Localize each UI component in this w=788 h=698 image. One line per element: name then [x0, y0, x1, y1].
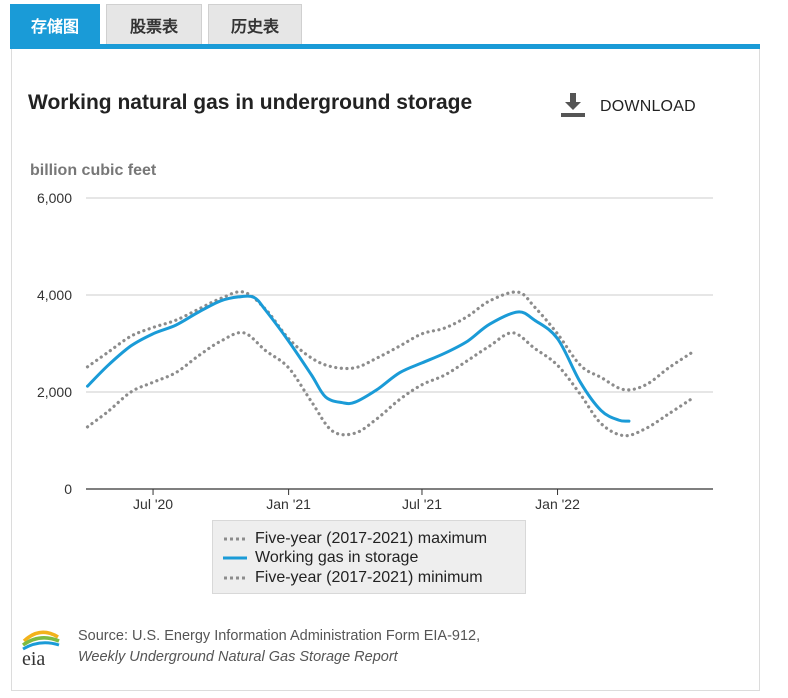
- tab-storage-chart[interactable]: 存储图: [10, 4, 100, 44]
- legend-item-working-gas[interactable]: Working gas in storage: [223, 549, 525, 569]
- tab-history-table[interactable]: 历史表: [208, 4, 302, 44]
- legend-label-working-gas: Working gas in storage: [255, 549, 419, 567]
- x-tick-label: Jan '21: [266, 496, 311, 512]
- source-note: Source: U.S. Energy Information Administ…: [78, 626, 480, 668]
- tab-underline: [10, 44, 760, 49]
- x-tick-label: Jul '21: [402, 496, 442, 512]
- download-button[interactable]: DOWNLOAD: [560, 92, 696, 122]
- x-tick-label: Jul '20: [133, 496, 173, 512]
- legend-item-maximum[interactable]: Five-year (2017-2021) maximum: [223, 529, 525, 549]
- eia-logo-icon: eia: [18, 628, 64, 670]
- eia-logo-text: eia: [22, 648, 45, 668]
- legend-swatch-working-gas: [223, 553, 247, 563]
- series-lines: [85, 290, 693, 438]
- legend-swatch-minimum: [223, 573, 247, 583]
- y-tick-label: 6,000: [37, 190, 72, 206]
- legend: Five-year (2017-2021) maximum Working ga…: [212, 520, 526, 594]
- y-tick-label: 2,000: [37, 384, 72, 400]
- legend-label-maximum: Five-year (2017-2021) maximum: [255, 529, 488, 547]
- grid-lines: [86, 197, 713, 393]
- y-axis-unit-label: billion cubic feet: [30, 162, 157, 179]
- series-working-gas-line: [86, 294, 631, 423]
- legend-label-minimum: Five-year (2017-2021) minimum: [255, 568, 483, 586]
- series-minimum-line: [85, 330, 693, 438]
- series-maximum-line: [85, 290, 693, 392]
- legend-swatch-maximum: [223, 534, 247, 544]
- y-tick-label: 0: [64, 481, 72, 497]
- download-icon: [560, 92, 586, 122]
- download-label: DOWNLOAD: [600, 98, 696, 115]
- source-line: Source: U.S. Energy Information Administ…: [78, 628, 481, 644]
- tab-stock-table[interactable]: 股票表: [106, 4, 202, 44]
- chart-title: Working natural gas in underground stora…: [28, 91, 473, 114]
- axes: 0 2,000 4,000 6,000 Jul '20 Jan '21 Jul '21 Jan…: [37, 190, 713, 512]
- legend-item-minimum[interactable]: Five-year (2017-2021) minimum: [223, 568, 525, 588]
- x-tick-label: Jan '22: [535, 496, 580, 512]
- source-report-name: Weekly Underground Natural Gas Storage R…: [78, 649, 398, 665]
- y-tick-label: 4,000: [37, 287, 72, 303]
- tab-strip: 存储图 股票表 历史表: [10, 4, 760, 48]
